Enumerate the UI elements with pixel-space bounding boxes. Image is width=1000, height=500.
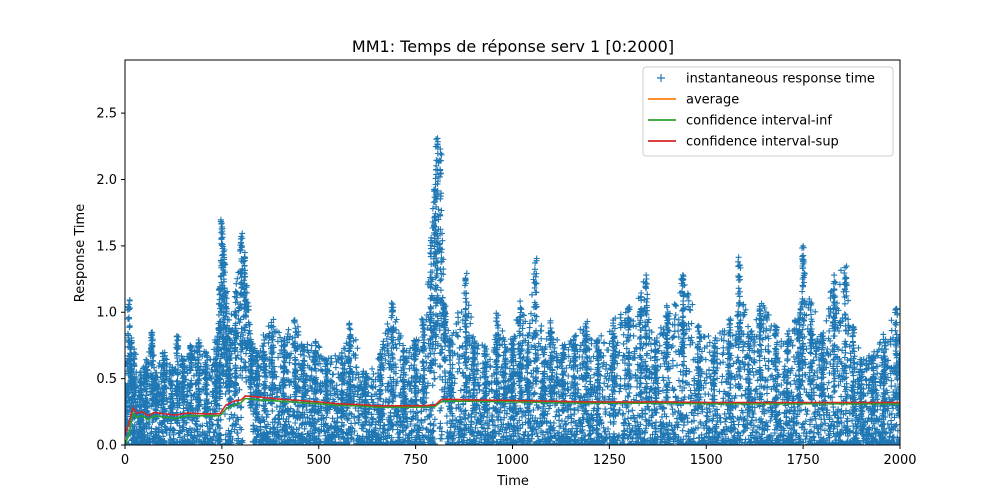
scatter-markers <box>125 135 900 445</box>
plot-area <box>125 135 900 445</box>
legend: instantaneous response time average confid… <box>642 66 894 157</box>
x-tick-label: 750 <box>403 453 428 468</box>
x-axis: 0 250 500 750 1000 1250 1500 1750 2000 <box>121 445 917 468</box>
legend-label: average <box>686 93 739 108</box>
x-tick-label: 1000 <box>496 453 529 468</box>
x-tick-label: 500 <box>306 453 331 468</box>
y-tick-label: 0.0 <box>96 439 117 454</box>
x-tick-label: 1250 <box>593 453 626 468</box>
line-series <box>125 395 900 445</box>
x-tick-label: 1750 <box>787 453 820 468</box>
x-tick-label: 250 <box>209 453 234 468</box>
y-tick-label: 2.5 <box>96 107 117 122</box>
scatter-series <box>125 135 900 445</box>
line-2 <box>125 397 900 445</box>
x-axis-label: Time <box>496 474 529 489</box>
legend-label: confidence interval-sup <box>686 135 839 150</box>
y-axis: 0.0 0.5 1.0 1.5 2.0 2.5 <box>96 107 125 454</box>
chart-title: MM1: Temps de réponse serv 1 [0:2000] <box>352 37 674 56</box>
y-tick-label: 0.5 <box>96 372 117 387</box>
y-tick-label: 1.5 <box>96 239 117 254</box>
y-tick-label: 2.0 <box>96 173 117 188</box>
x-tick-label: 2000 <box>883 453 916 468</box>
x-tick-label: 1500 <box>690 453 723 468</box>
y-axis-label: Response Time <box>73 204 88 302</box>
legend-label: confidence interval-inf <box>686 114 832 129</box>
x-tick-label: 0 <box>121 453 129 468</box>
y-tick-label: 1.0 <box>96 306 117 321</box>
line-3 <box>125 395 900 435</box>
legend-marker <box>657 74 665 82</box>
legend-label: instantaneous response time <box>686 72 875 87</box>
legend-box <box>642 66 894 157</box>
